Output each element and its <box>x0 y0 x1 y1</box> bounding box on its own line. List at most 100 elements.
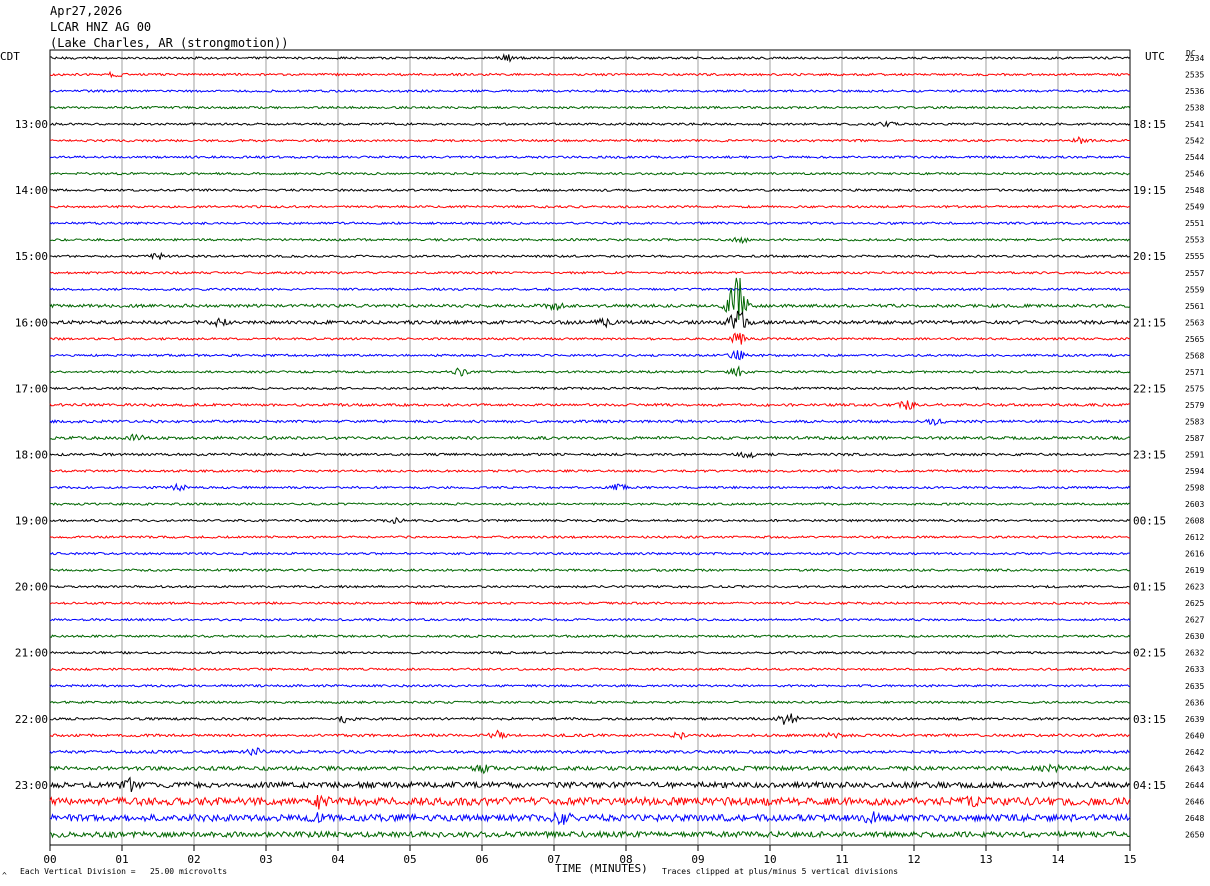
cdt-hour-label: 19:00 <box>15 515 48 528</box>
dc-offset-label: 2636 <box>1185 698 1204 707</box>
trace-0 <box>50 53 1131 63</box>
dc-offset-label: 2544 <box>1185 153 1204 162</box>
trace-32 <box>49 584 1131 589</box>
cdt-hour-label: 17:00 <box>15 382 48 395</box>
dc-offset-label: 2639 <box>1185 715 1204 724</box>
trace-34 <box>49 617 1131 622</box>
x-tick-label: 03 <box>259 853 272 866</box>
trace-45 <box>49 794 1131 810</box>
trace-28 <box>49 516 1131 525</box>
utc-hour-label: 01:15 <box>1133 581 1166 594</box>
trace-43 <box>49 763 1131 775</box>
trace-11 <box>50 236 1131 245</box>
cdt-hour-label: 20:00 <box>15 581 48 594</box>
x-tick-label: 12 <box>907 853 920 866</box>
station-channel: LCAR HNZ AG 00 <box>50 20 152 34</box>
trace-41 <box>49 729 1131 741</box>
trace-12 <box>50 251 1131 261</box>
dc-offset-label: 2633 <box>1185 665 1204 674</box>
x-tick-label: 08 <box>619 853 632 866</box>
utc-hour-label: 20:15 <box>1133 250 1166 263</box>
dc-offset-label: 2630 <box>1185 632 1204 641</box>
dc-offset-label: 2575 <box>1185 384 1204 393</box>
plot-date: Apr27,2026 <box>50 4 123 18</box>
cdt-hour-label: 16:00 <box>15 316 48 329</box>
dc-offset-label: 2553 <box>1185 236 1204 245</box>
dc-offset-label: 2587 <box>1185 434 1204 443</box>
trace-22 <box>49 418 1131 427</box>
trace-5 <box>49 136 1131 145</box>
trace-25 <box>49 468 1131 474</box>
dc-offset-label: 2644 <box>1185 781 1204 790</box>
trace-42 <box>49 747 1131 757</box>
dc-offset-label: 2625 <box>1185 599 1204 608</box>
trace-18 <box>49 349 1131 361</box>
trace-2 <box>49 89 1131 93</box>
station-location: (Lake Charles, AR (strongmotion)) <box>50 36 289 50</box>
trace-38 <box>49 683 1131 688</box>
dc-offset-label: 2549 <box>1185 203 1204 212</box>
dc-offset-label: 2648 <box>1185 814 1204 823</box>
trace-29 <box>49 535 1130 540</box>
trace-1 <box>49 70 1131 79</box>
dc-offset-label: 2571 <box>1185 368 1204 377</box>
x-tick-label: 09 <box>691 853 704 866</box>
x-tick-label: 06 <box>475 853 488 866</box>
dc-offset-label: 2640 <box>1185 731 1204 740</box>
trace-47 <box>49 829 1131 840</box>
trace-13 <box>49 270 1131 275</box>
x-tick-label: 15 <box>1123 853 1136 866</box>
utc-hour-label: 03:15 <box>1133 713 1166 726</box>
dc-offset-label: 2616 <box>1185 550 1204 559</box>
trace-33 <box>49 601 1131 606</box>
trace-27 <box>49 502 1131 506</box>
trace-44 <box>49 776 1131 793</box>
trace-21 <box>49 400 1131 411</box>
x-tick-label: 07 <box>547 853 560 866</box>
dc-offset-label: 2535 <box>1185 71 1204 80</box>
dc-offset-label: 2557 <box>1185 269 1204 278</box>
utc-hour-label: 21:15 <box>1133 316 1166 329</box>
trace-15 <box>49 277 1131 320</box>
dc-offset-label: 2583 <box>1185 417 1204 426</box>
trace-10 <box>49 221 1131 226</box>
dc-offset-label: 2542 <box>1185 137 1204 146</box>
trace-14 <box>49 287 1131 292</box>
trace-36 <box>49 650 1131 655</box>
dc-offset-label: 2603 <box>1185 500 1204 509</box>
cdt-hour-label: 18:00 <box>15 448 48 461</box>
corner-mark: ^ <box>2 871 7 880</box>
dc-offset-label: 2646 <box>1185 797 1204 806</box>
dc-offset-label: 2623 <box>1185 583 1204 592</box>
x-tick-label: 05 <box>403 853 416 866</box>
utc-hour-label: 00:15 <box>1133 515 1166 528</box>
utc-hour-label: 19:15 <box>1133 184 1166 197</box>
trace-19 <box>49 365 1131 377</box>
trace-31 <box>49 568 1131 573</box>
dc-offset-label: 2559 <box>1185 285 1204 294</box>
trace-24 <box>49 451 1131 459</box>
dc-offset-label: 2568 <box>1185 351 1204 360</box>
trace-7 <box>49 171 1130 176</box>
trace-39 <box>49 700 1131 705</box>
dc-offset-label: 2643 <box>1185 764 1204 773</box>
scale-note: Each Vertical Division = 25.00 microvolt… <box>20 867 228 876</box>
trace-6 <box>49 155 1131 160</box>
dc-offset-label: 2612 <box>1185 533 1204 542</box>
dc-offset-label: 2561 <box>1185 302 1204 311</box>
dc-offset-label: 2538 <box>1185 104 1204 113</box>
trace-20 <box>49 386 1131 391</box>
dc-offset-label: 2563 <box>1185 318 1204 327</box>
dc-offset-label: 2591 <box>1185 450 1204 459</box>
dc-offset-label: 2619 <box>1185 566 1204 575</box>
x-tick-label: 01 <box>115 853 128 866</box>
trace-16 <box>49 310 1131 329</box>
cdt-hour-label: 13:00 <box>15 118 48 131</box>
dc-offset-label: 2579 <box>1185 401 1204 410</box>
dc-offset-label: 2594 <box>1185 467 1204 476</box>
dc-offset-label: 2627 <box>1185 616 1204 625</box>
utc-hour-label: 18:15 <box>1133 118 1166 131</box>
dc-offset-label: 2642 <box>1185 748 1204 757</box>
trace-46 <box>49 811 1131 826</box>
x-tick-label: 11 <box>835 853 848 866</box>
